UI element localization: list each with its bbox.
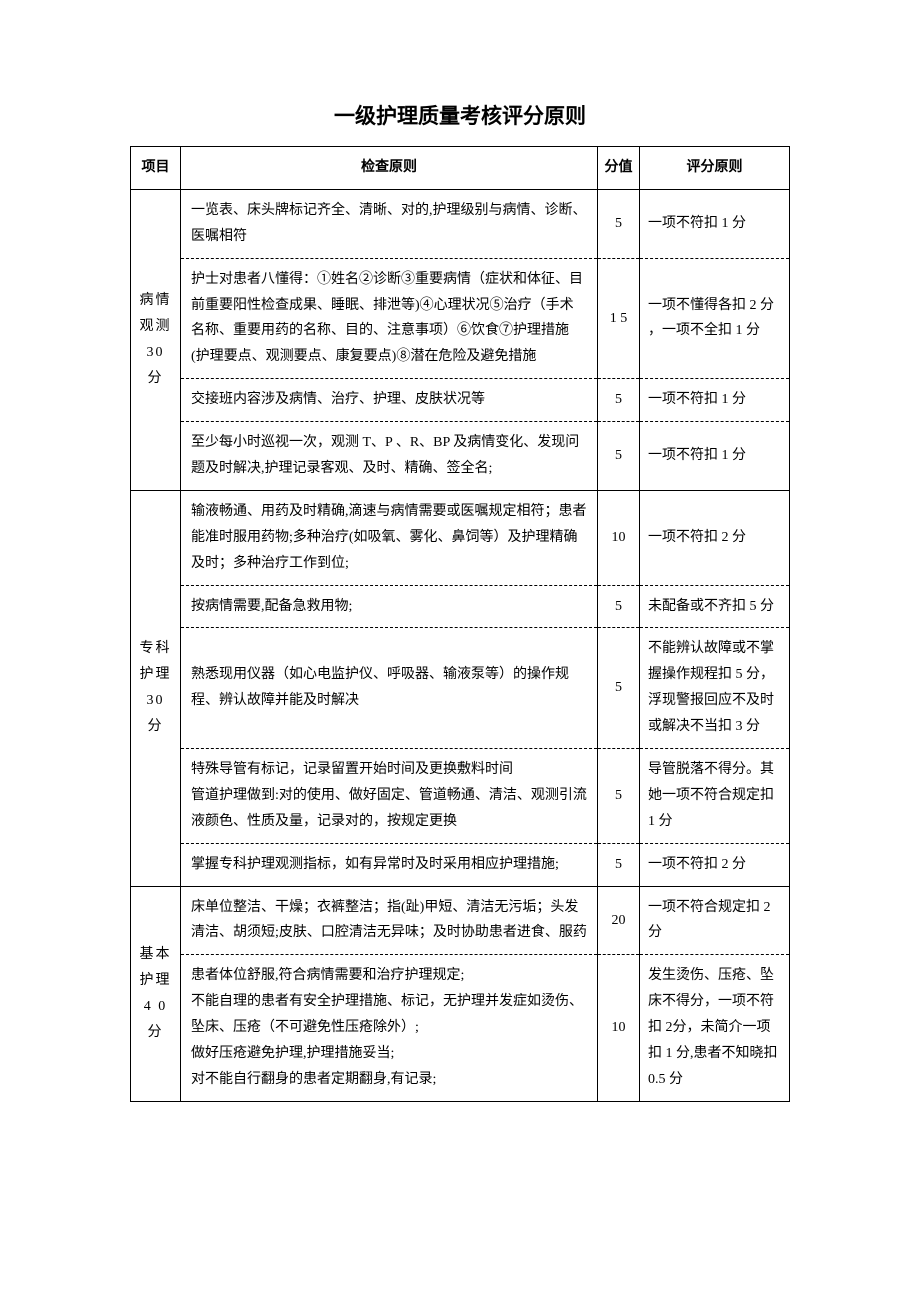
header-rule: 评分原则 — [640, 147, 790, 190]
rule-cell: 一项不符扣 1 分 — [640, 189, 790, 258]
rule-cell: 一项不符扣 1 分 — [640, 379, 790, 422]
score-cell: 10 — [598, 490, 640, 585]
check-cell: 特殊导管有标记，记录留置开始时间及更换敷料时间 管道护理做到:对的使用、做好固定… — [181, 749, 598, 844]
category-cell: 基本护理4 0分 — [131, 886, 181, 1101]
check-cell: 熟悉现用仪器（如心电监护仪、呼吸器、输液泵等）的操作规程、辨认故障并能及时解决 — [181, 628, 598, 749]
page-title: 一级护理质量考核评分原则 — [130, 100, 790, 130]
rule-cell: 一项不懂得各扣 2 分 ，一项不全扣 1 分 — [640, 258, 790, 379]
rule-cell: 一项不符扣 2 分 — [640, 843, 790, 886]
table-row: 护士对患者八懂得：①姓名②诊断③重要病情（症状和体征、目前重要阳性检查成果、睡眠… — [131, 258, 790, 379]
scoring-table: 项目 检查原则 分值 评分原则 病情观测30 分一览表、床头牌标记齐全、清晰、对… — [130, 146, 790, 1102]
table-row: 至少每小时巡视一次，观测 T、P 、R、BP 及病情变化、发现问题及时解决,护理… — [131, 422, 790, 491]
check-cell: 床单位整洁、干燥；衣裤整洁；指(趾)甲短、清洁无污垢；头发清洁、胡须短;皮肤、口… — [181, 886, 598, 955]
check-cell: 输液畅通、用药及时精确,滴速与病情需要或医嘱规定相符；患者能准时服用药物;多种治… — [181, 490, 598, 585]
table-row: 专科护理30 分输液畅通、用药及时精确,滴速与病情需要或医嘱规定相符；患者能准时… — [131, 490, 790, 585]
score-cell: 1 5 — [598, 258, 640, 379]
table-row: 熟悉现用仪器（如心电监护仪、呼吸器、输液泵等）的操作规程、辨认故障并能及时解决5… — [131, 628, 790, 749]
score-cell: 5 — [598, 422, 640, 491]
rule-cell: 一项不符扣 1 分 — [640, 422, 790, 491]
score-cell: 5 — [598, 749, 640, 844]
check-cell: 交接班内容涉及病情、治疗、护理、皮肤状况等 — [181, 379, 598, 422]
score-cell: 5 — [598, 585, 640, 628]
category-cell: 专科护理30 分 — [131, 490, 181, 886]
rule-cell: 未配备或不齐扣 5 分 — [640, 585, 790, 628]
table-header-row: 项目 检查原则 分值 评分原则 — [131, 147, 790, 190]
category-cell: 病情观测30 分 — [131, 189, 181, 490]
check-cell: 按病情需要,配备急救用物; — [181, 585, 598, 628]
score-cell: 10 — [598, 955, 640, 1101]
rule-cell: 导管脱落不得分。其她一项不符合规定扣 1 分 — [640, 749, 790, 844]
score-cell: 5 — [598, 628, 640, 749]
table-row: 病情观测30 分一览表、床头牌标记齐全、清晰、对的,护理级别与病情、诊断、医嘱相… — [131, 189, 790, 258]
score-cell: 20 — [598, 886, 640, 955]
header-category: 项目 — [131, 147, 181, 190]
table-row: 特殊导管有标记，记录留置开始时间及更换敷料时间 管道护理做到:对的使用、做好固定… — [131, 749, 790, 844]
check-cell: 护士对患者八懂得：①姓名②诊断③重要病情（症状和体征、目前重要阳性检查成果、睡眠… — [181, 258, 598, 379]
header-check: 检查原则 — [181, 147, 598, 190]
score-cell: 5 — [598, 189, 640, 258]
check-cell: 至少每小时巡视一次，观测 T、P 、R、BP 及病情变化、发现问题及时解决,护理… — [181, 422, 598, 491]
table-row: 交接班内容涉及病情、治疗、护理、皮肤状况等5一项不符扣 1 分 — [131, 379, 790, 422]
table-row: 基本护理4 0分床单位整洁、干燥；衣裤整洁；指(趾)甲短、清洁无污垢；头发清洁、… — [131, 886, 790, 955]
rule-cell: 发生烫伤、压疮、坠床不得分，一项不符扣 2分，未简介一项扣 1 分,患者不知晓扣… — [640, 955, 790, 1101]
table-row: 患者体位舒服,符合病情需要和治疗护理规定; 不能自理的患者有安全护理措施、标记，… — [131, 955, 790, 1101]
table-row: 按病情需要,配备急救用物;5未配备或不齐扣 5 分 — [131, 585, 790, 628]
score-cell: 5 — [598, 843, 640, 886]
header-score: 分值 — [598, 147, 640, 190]
table-row: 掌握专科护理观测指标，如有异常时及时采用相应护理措施;5一项不符扣 2 分 — [131, 843, 790, 886]
score-cell: 5 — [598, 379, 640, 422]
check-cell: 掌握专科护理观测指标，如有异常时及时采用相应护理措施; — [181, 843, 598, 886]
check-cell: 一览表、床头牌标记齐全、清晰、对的,护理级别与病情、诊断、医嘱相符 — [181, 189, 598, 258]
check-cell: 患者体位舒服,符合病情需要和治疗护理规定; 不能自理的患者有安全护理措施、标记，… — [181, 955, 598, 1101]
rule-cell: 不能辨认故障或不掌握操作规程扣 5 分，浮现警报回应不及时或解决不当扣 3 分 — [640, 628, 790, 749]
rule-cell: 一项不符扣 2 分 — [640, 490, 790, 585]
rule-cell: 一项不符合规定扣 2 分 — [640, 886, 790, 955]
